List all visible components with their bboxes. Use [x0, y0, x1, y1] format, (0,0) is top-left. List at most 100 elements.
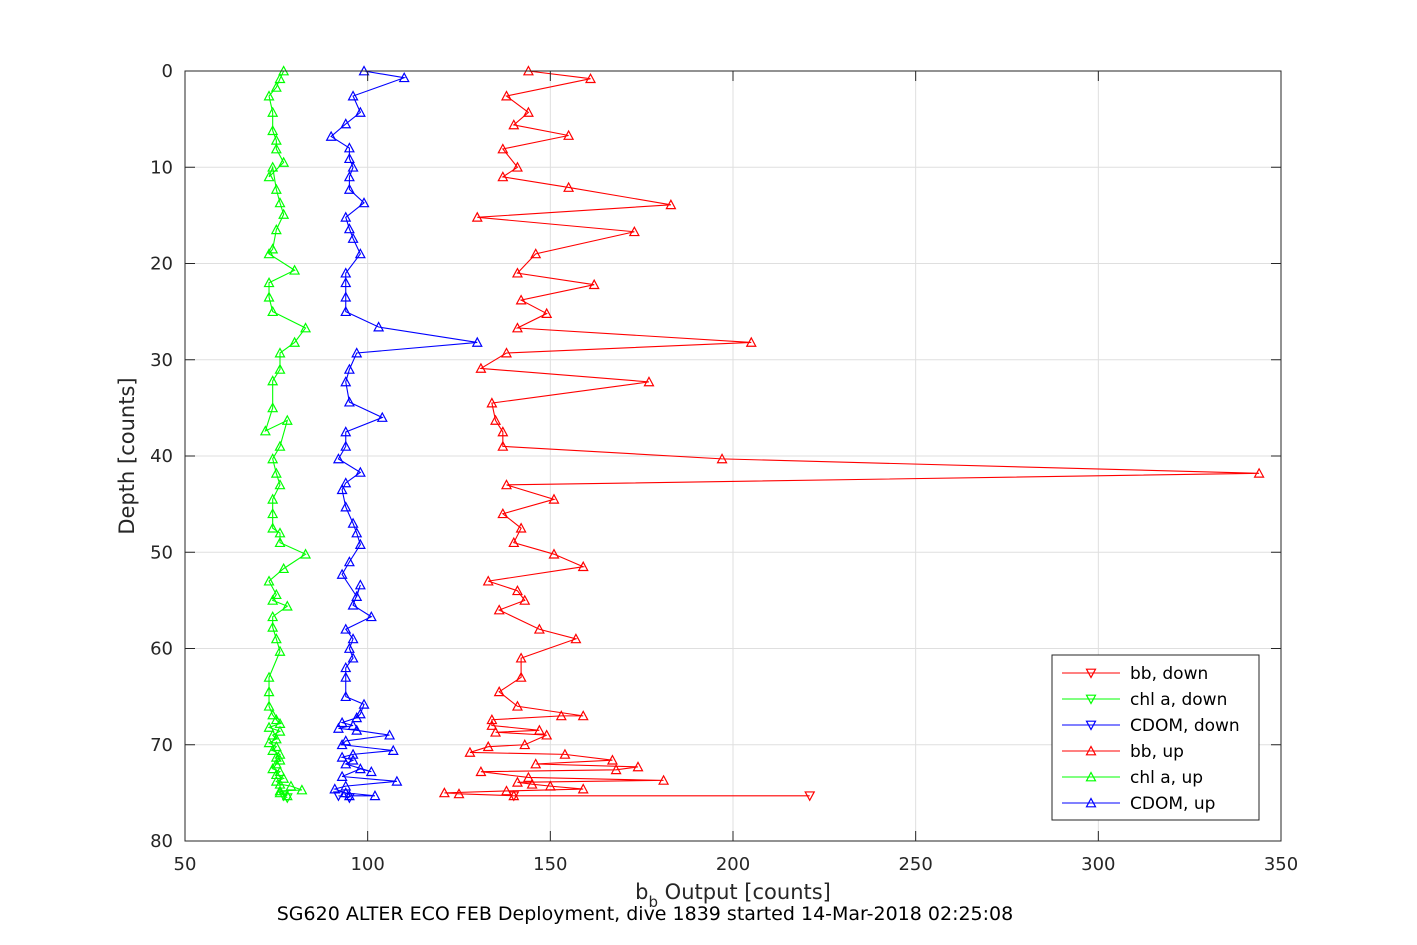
data-point — [347, 633, 359, 644]
data-point — [343, 363, 355, 374]
data-point — [336, 716, 348, 728]
data-point — [340, 211, 352, 222]
data-point — [497, 171, 509, 182]
data-point — [270, 224, 282, 235]
data-point — [267, 610, 279, 622]
y-tick-label: 10 — [150, 157, 173, 178]
data-point — [533, 724, 545, 735]
data-point — [340, 501, 352, 512]
y-tick-label: 50 — [150, 542, 173, 563]
data-point — [548, 493, 560, 504]
data-point — [267, 729, 279, 740]
data-point — [340, 690, 352, 702]
data-point — [373, 321, 385, 332]
legend-item: chl a, up — [1062, 768, 1203, 788]
x-axis-label-main: b — [635, 880, 648, 904]
data-point — [398, 71, 410, 83]
data-point — [343, 642, 355, 653]
data-point — [347, 652, 359, 663]
data-point — [511, 322, 523, 333]
data-point — [490, 726, 502, 737]
legend-swatch-marker — [1085, 771, 1097, 782]
data-point — [716, 453, 728, 464]
data-point — [555, 710, 567, 721]
data-point — [351, 590, 363, 601]
series-bb-up — [438, 65, 1265, 801]
data-point — [358, 197, 370, 208]
data-point — [511, 584, 523, 596]
data-point — [267, 621, 279, 632]
legend-item: bb, down — [1062, 664, 1208, 684]
y-tick-label: 30 — [150, 350, 173, 371]
data-point — [493, 686, 505, 697]
x-tick-labels: 50 100 150 200 250 300 350 — [174, 854, 1299, 875]
legend: bb, down chl a, down CDOM, down bb, up chl a… — [1051, 654, 1260, 821]
data-point — [515, 522, 527, 533]
data-point — [563, 181, 575, 192]
data-point — [278, 156, 290, 167]
data-point — [270, 751, 282, 762]
data-point — [340, 787, 352, 798]
data-point — [628, 225, 640, 237]
data-point — [281, 600, 293, 611]
x-tick-label: 150 — [533, 854, 567, 875]
data-point — [274, 778, 286, 789]
data-point — [267, 402, 279, 413]
data-point — [340, 661, 352, 673]
data-point — [347, 90, 359, 101]
data-point — [340, 623, 352, 634]
data-point — [351, 724, 363, 735]
data-point — [274, 440, 286, 451]
data-point — [336, 483, 348, 495]
data-point — [289, 264, 301, 275]
data-point — [270, 183, 282, 194]
data-point — [497, 426, 509, 437]
data-point — [289, 336, 301, 347]
data-point — [274, 197, 286, 208]
data-point — [365, 765, 377, 777]
data-point — [486, 397, 498, 408]
data-point — [515, 294, 527, 305]
data-point — [267, 709, 279, 720]
data-point — [354, 708, 366, 719]
data-point — [340, 291, 352, 302]
data-point — [278, 772, 290, 783]
data-point — [500, 785, 512, 796]
data-point — [267, 375, 279, 386]
data-point — [526, 778, 538, 789]
data-point — [340, 758, 352, 769]
data-point — [267, 243, 279, 254]
data-point — [577, 710, 589, 721]
data-point — [281, 414, 293, 425]
data-point — [270, 588, 282, 600]
data-point — [274, 754, 286, 765]
series-line — [330, 70, 478, 797]
data-point — [522, 771, 534, 782]
data-point — [354, 248, 366, 259]
legend-item: CDOM, up — [1062, 794, 1215, 814]
data-point — [300, 548, 312, 559]
data-point — [369, 790, 381, 801]
data-point — [475, 362, 487, 373]
y-tick-label: 20 — [150, 254, 173, 275]
legend-item: chl a, down — [1062, 690, 1227, 710]
data-point — [340, 671, 352, 682]
legend-swatch-marker — [1085, 745, 1097, 756]
data-point — [515, 652, 527, 663]
data-point — [270, 143, 282, 154]
figure-caption: SG620 ALTER ECO FEB Deployment, dive 183… — [276, 903, 1014, 925]
data-point — [274, 787, 286, 798]
x-axis-label: bb Output [counts] — [635, 880, 831, 911]
data-point — [267, 763, 279, 774]
data-point — [274, 645, 286, 656]
data-point — [332, 722, 344, 733]
x-tick-label: 300 — [1081, 854, 1115, 875]
legend-box — [1051, 654, 1260, 821]
data-point — [347, 754, 359, 765]
data-point — [263, 686, 275, 697]
data-point — [376, 411, 388, 422]
data-point — [343, 790, 355, 801]
data-point — [570, 633, 582, 644]
data-point — [354, 538, 366, 549]
